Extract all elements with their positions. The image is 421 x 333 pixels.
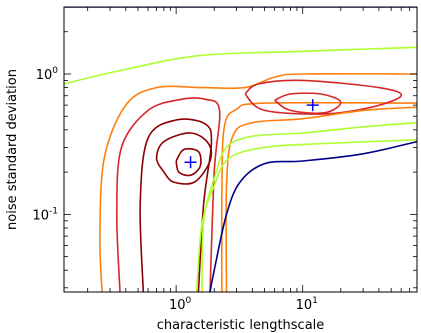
contour-line-11 xyxy=(225,106,417,292)
contour-line-3 xyxy=(99,72,417,292)
contour-line-5 xyxy=(115,97,221,292)
contour-line-4 xyxy=(220,101,417,292)
y-axis-label: noise standard deviation xyxy=(5,69,20,230)
x-tick-label: 101 xyxy=(296,296,318,313)
contour-line-8 xyxy=(175,147,202,177)
contour-line-9 xyxy=(244,79,403,115)
optimum-marker-1 xyxy=(184,156,197,169)
y-tick-label: 10-1 xyxy=(32,206,58,223)
axis-ticks: 100 101 10-1 100 xyxy=(32,6,418,313)
contour-line-10 xyxy=(274,92,342,115)
contour-line-7 xyxy=(155,132,213,185)
axes-frame xyxy=(63,6,418,293)
contour-line-2 xyxy=(64,46,417,85)
x-axis-label: characteristic lengthscale xyxy=(157,318,325,333)
plot-area xyxy=(64,7,417,292)
contour-line-6 xyxy=(139,118,213,292)
contour-line-12 xyxy=(201,121,417,292)
y-tick-label: 100 xyxy=(36,66,59,83)
contour-line-13 xyxy=(195,139,417,292)
x-tick-label: 100 xyxy=(169,296,192,313)
optimum-marker-2 xyxy=(306,99,319,112)
contour-line-14 xyxy=(209,140,417,292)
